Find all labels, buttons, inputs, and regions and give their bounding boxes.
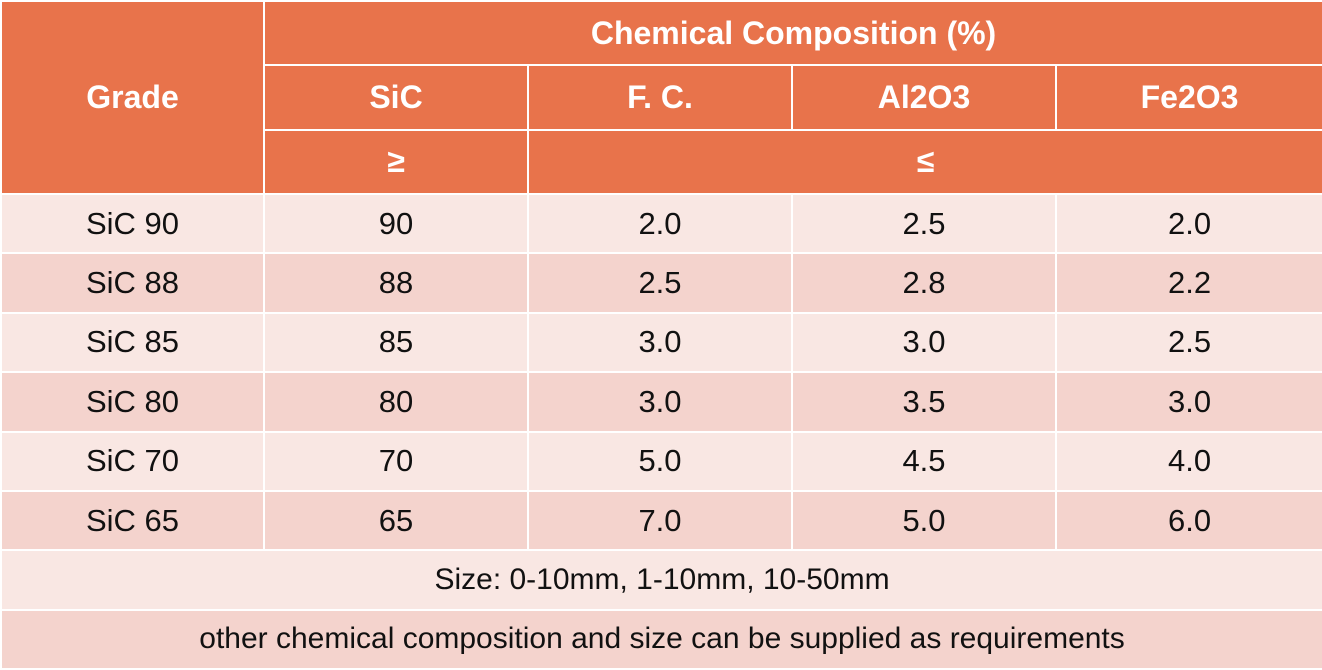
fc-cell: 5.0 [527,430,793,492]
chemical-composition-header: Chemical Composition (%) [262,0,1322,67]
table-row: SiC 85 85 3.0 3.0 2.5 [0,311,1322,374]
al2o3-cell: 3.5 [791,371,1057,433]
al2o3-cell: 2.5 [791,193,1057,255]
fc-cell: 2.5 [527,252,793,314]
fe2o3-cell: 4.0 [1054,430,1322,492]
requirements-note: other chemical composition and size can … [0,608,1322,670]
table-row: SiC 65 65 7.0 5.0 6.0 [0,489,1322,552]
sic-column-header: SiC [263,64,529,131]
fc-cell: 3.0 [527,371,793,433]
al2o3-cell: 2.8 [791,252,1057,314]
grade-cell: SiC 90 [0,193,265,255]
sic-cell: 65 [263,489,529,552]
fe2o3-cell: 6.0 [1054,489,1322,552]
grade-cell: SiC 80 [0,371,265,433]
grade-cell: SiC 85 [0,311,265,374]
sic-cell: 90 [263,193,529,255]
table-row: SiC 80 80 3.0 3.5 3.0 [0,371,1322,433]
fe2o3-column-header: Fe2O3 [1054,64,1322,131]
fc-column-header: F. C. [527,64,793,131]
fe2o3-cell: 3.0 [1054,371,1322,433]
requirements-note-row: other chemical composition and size can … [0,608,1322,670]
le-limit-header: ≤ [526,128,1322,196]
size-note: Size: 0-10mm, 1-10mm, 10-50mm [0,549,1322,611]
fc-cell: 2.0 [527,193,793,255]
grade-header: Grade [0,0,265,196]
table-row: SiC 90 90 2.0 2.5 2.0 [0,193,1322,255]
al2o3-cell: 5.0 [791,489,1057,552]
fe2o3-cell: 2.0 [1054,193,1322,255]
grade-cell: SiC 70 [0,430,265,492]
al2o3-column-header: Al2O3 [791,64,1057,131]
ge-limit-header: ≥ [263,128,529,196]
sic-cell: 80 [263,371,529,433]
header-row-group: Grade Chemical Composition (%) [0,0,1322,196]
fe2o3-cell: 2.2 [1054,252,1322,314]
table-row: SiC 70 70 5.0 4.5 4.0 [0,430,1322,492]
sic-cell: 88 [263,252,529,314]
al2o3-cell: 4.5 [791,430,1057,492]
fe2o3-cell: 2.5 [1054,311,1322,374]
grade-cell: SiC 65 [0,489,265,552]
sic-cell: 70 [263,430,529,492]
fc-cell: 3.0 [527,311,793,374]
al2o3-cell: 3.0 [791,311,1057,374]
grade-cell: SiC 88 [0,252,265,314]
size-note-row: Size: 0-10mm, 1-10mm, 10-50mm [0,549,1322,611]
header-row-limits: ≥ ≤ [1,128,1322,196]
header-row-columns: SiC F. C. Al2O3 Fe2O3 [1,64,1322,131]
table-row: SiC 88 88 2.5 2.8 2.2 [0,252,1322,314]
sic-cell: 85 [263,311,529,374]
fc-cell: 7.0 [527,489,793,552]
